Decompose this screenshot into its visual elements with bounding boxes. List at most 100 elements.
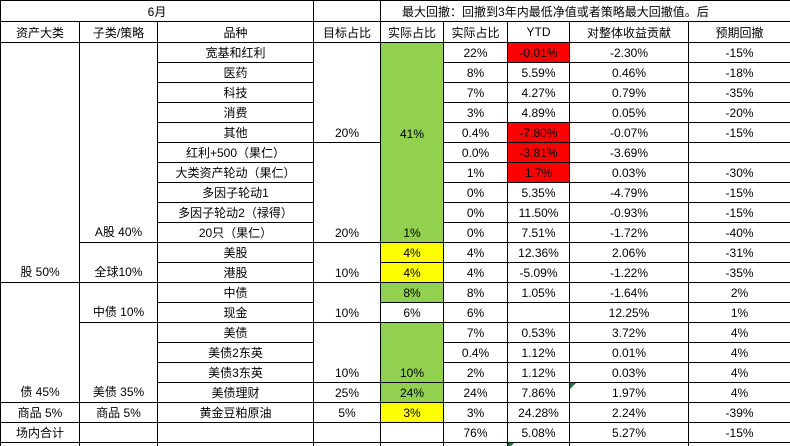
cell-actual1[interactable]: 10% xyxy=(380,322,445,383)
cell-product[interactable]: 科技 xyxy=(156,82,315,103)
cell-ytd[interactable]: 0.53% xyxy=(507,322,571,343)
cell-ytd[interactable]: 1.12% xyxy=(507,342,571,363)
cell-target[interactable]: 5% xyxy=(313,402,382,423)
cell-actual2[interactable]: 0% xyxy=(443,222,509,243)
cell-product[interactable]: 美债 xyxy=(156,322,315,343)
cell-ytd[interactable]: 1.05% xyxy=(507,282,571,303)
cell-contribution[interactable]: 0.79% xyxy=(569,82,690,103)
cell-expected-drawdown[interactable]: -35% xyxy=(688,262,790,283)
cell-expected-drawdown[interactable]: -20% xyxy=(688,102,790,123)
cell-expected-drawdown[interactable]: -15% xyxy=(688,182,790,203)
cell-target[interactable]: 10% xyxy=(313,282,382,323)
cell-product[interactable]: 医药 xyxy=(156,62,315,83)
cell-expected-drawdown[interactable]: -11% xyxy=(688,442,790,446)
empty-cell[interactable] xyxy=(313,422,382,443)
header-asset-class[interactable]: 资产大类 xyxy=(0,21,80,43)
cell-subclass-commodity[interactable]: 商品 5% xyxy=(79,402,158,423)
cell-contribution[interactable]: 0.03% xyxy=(569,362,690,383)
cell-actual2[interactable]: 0.0% xyxy=(443,142,509,163)
empty-cell[interactable] xyxy=(313,0,382,22)
cell-expected-drawdown[interactable]: 4% xyxy=(688,362,790,383)
cell-expected-drawdown[interactable]: -35% xyxy=(688,82,790,103)
cell-product[interactable]: 其他 xyxy=(156,122,315,143)
cell-expected-drawdown[interactable]: -18% xyxy=(688,62,790,83)
cell-product[interactable]: 宽基和红利 xyxy=(156,42,315,63)
cell-product[interactable]: 美股 xyxy=(156,242,315,263)
cell-actual2[interactable]: 0% xyxy=(443,182,509,203)
cell-actual1[interactable]: 6% xyxy=(380,302,445,323)
empty-cell[interactable] xyxy=(380,422,445,443)
cell-actual2[interactable]: 7% xyxy=(443,82,509,103)
cell-contribution[interactable]: -0.07% xyxy=(569,122,690,143)
cell-contribution[interactable]: 0.46% xyxy=(569,62,690,83)
cell-product[interactable]: 20只（果仁） xyxy=(156,222,315,243)
cell-product[interactable]: 多因子轮动1 xyxy=(156,182,315,203)
cell-contribution[interactable]: 12.25% xyxy=(569,302,690,323)
cell-contribution[interactable]: 2.06% xyxy=(569,242,690,263)
cell-subclass-cnbond[interactable]: 中债 10% xyxy=(79,282,158,323)
cell-ytd[interactable]: 12.36% xyxy=(507,242,571,263)
empty-cell[interactable] xyxy=(79,442,158,446)
header-actual-share-1[interactable]: 实际占比 xyxy=(380,21,445,43)
cell-actual2[interactable]: 0.4% xyxy=(443,342,509,363)
empty-cell[interactable] xyxy=(156,442,315,446)
cell-actual1[interactable]: 41% xyxy=(380,42,445,143)
cell-category-stock[interactable]: 股 50% xyxy=(0,42,80,283)
cell-contribution[interactable] xyxy=(569,442,690,446)
cell-contribution[interactable]: 1.97% xyxy=(569,382,690,403)
cell-actual1[interactable]: 1% xyxy=(380,142,445,243)
cell-actual2[interactable]: 8% xyxy=(443,62,509,83)
cell-actual2[interactable]: 76% xyxy=(443,422,509,443)
cell-actual1[interactable]: 4% xyxy=(380,242,445,263)
cell-contribution[interactable]: 0.05% xyxy=(569,102,690,123)
empty-cell[interactable] xyxy=(79,422,158,443)
cell-contribution[interactable]: 0.01% xyxy=(569,342,690,363)
cell-expected-drawdown[interactable]: -15% xyxy=(688,122,790,143)
cell-actual2[interactable]: 6% xyxy=(443,302,509,323)
cell-actual2[interactable]: 8% xyxy=(443,282,509,303)
header-actual-share-2[interactable]: 实际占比 xyxy=(443,21,509,43)
cell-expected-drawdown[interactable]: 4% xyxy=(688,342,790,363)
header-expected-drawdown[interactable]: 预期回撤 xyxy=(688,21,790,43)
cell-actual1[interactable]: 8% xyxy=(380,282,445,303)
cell-expected-drawdown[interactable]: 4% xyxy=(688,322,790,343)
cell-product[interactable]: 消费 xyxy=(156,102,315,123)
cell-subclass-global[interactable]: 全球10% xyxy=(79,242,158,283)
cell-actual2[interactable]: 3% xyxy=(443,402,509,423)
cell-ytd[interactable]: -5.09% xyxy=(507,262,571,283)
cell-contribution[interactable]: -1.64% xyxy=(569,282,690,303)
cell-actual2[interactable]: 0.4% xyxy=(443,122,509,143)
cell-product[interactable]: 美债2东英 xyxy=(156,342,315,363)
cell-ytd[interactable]: 5.35% xyxy=(507,182,571,203)
cell-ytd[interactable]: 5.76% xyxy=(507,442,571,446)
cell-product[interactable]: 现金 xyxy=(156,302,315,323)
cell-ytd[interactable] xyxy=(507,302,571,323)
cell-actual2[interactable]: 3% xyxy=(443,102,509,123)
cell-category-grand-total[interactable]: 汇总 xyxy=(0,442,80,446)
cell-product[interactable]: 中债 xyxy=(156,282,315,303)
cell-target[interactable]: 20% xyxy=(313,142,382,243)
cell-actual2[interactable]: 4% xyxy=(443,262,509,283)
cell-category-onmarket-total[interactable]: 场内合计 xyxy=(0,422,80,443)
cell-category-bond[interactable]: 债 45% xyxy=(0,282,80,403)
cell-expected-drawdown[interactable]: -31% xyxy=(688,242,790,263)
cell-actual1[interactable]: 24% xyxy=(380,382,445,403)
cell-contribution[interactable]: 5.27% xyxy=(569,422,690,443)
cell-expected-drawdown[interactable]: -40% xyxy=(688,222,790,243)
cell-contribution[interactable]: -2.30% xyxy=(569,42,690,63)
cell-ytd[interactable]: 7.86% xyxy=(507,382,571,403)
cell-contribution[interactable]: -3.69% xyxy=(569,142,690,163)
cell-actual2[interactable]: 4% xyxy=(443,242,509,263)
header-ytd[interactable]: YTD xyxy=(507,21,571,43)
cell-ytd[interactable]: 5.59% xyxy=(507,62,571,83)
cell-expected-drawdown[interactable]: 4% xyxy=(688,382,790,403)
cell-actual2[interactable]: 100% xyxy=(443,442,509,446)
cell-actual2[interactable]: 0% xyxy=(443,202,509,223)
cell-ytd[interactable]: 1.7% xyxy=(507,162,571,183)
cell-contribution[interactable]: 2.24% xyxy=(569,402,690,423)
header-target-share[interactable]: 目标占比 xyxy=(313,21,382,43)
cell-product[interactable]: 多因子轮动2（禄得） xyxy=(156,202,315,223)
cell-category-commodity[interactable]: 商品 5% xyxy=(0,402,80,423)
max-drawdown-note-cell[interactable]: 最大回撤：回撤到3年内最低净值或者策略最大回撤值。后 xyxy=(380,0,790,22)
cell-ytd[interactable]: 4.27% xyxy=(507,82,571,103)
